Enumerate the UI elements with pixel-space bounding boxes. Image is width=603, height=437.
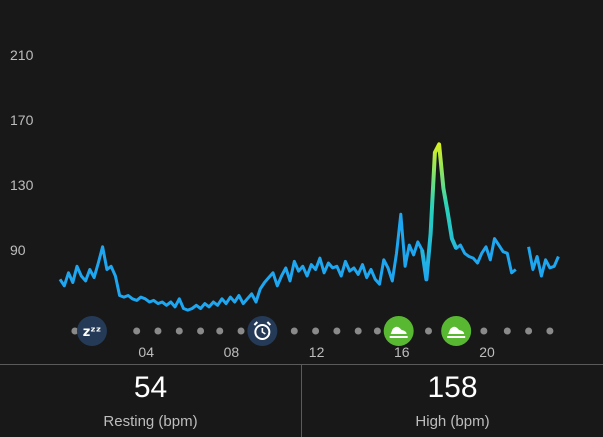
timeline-dot (333, 327, 341, 335)
shoe-icon[interactable] (383, 316, 414, 346)
activity-markers: zᶻᶻ (71, 316, 554, 346)
timeline-dot (216, 327, 224, 335)
svg-text:zᶻᶻ: zᶻᶻ (83, 325, 101, 340)
x-tick-label: 16 (394, 344, 410, 360)
heart-rate-chart: 210 170 130 90 zᶻᶻ 04 08 12 16 20 (10, 47, 560, 360)
y-tick-label: 210 (10, 47, 34, 63)
x-tick-label: 12 (309, 344, 325, 360)
y-tick-label: 130 (10, 177, 34, 193)
high-value: 158 (427, 371, 478, 404)
x-tick-label: 20 (479, 344, 495, 360)
timeline-dot (373, 327, 381, 335)
timeline-dot (71, 327, 79, 335)
high-stat[interactable]: 158 High (bpm) (301, 365, 603, 437)
y-tick-label: 90 (10, 242, 26, 258)
shoe-icon[interactable] (441, 316, 472, 346)
heart-rate-series-line (527, 246, 560, 278)
timeline-dot (312, 327, 320, 335)
timeline-dot (424, 327, 432, 335)
timeline-dot (154, 327, 162, 335)
timeline-dot (237, 327, 245, 335)
resting-label: Resting (bpm) (103, 413, 198, 430)
series-layer (58, 142, 560, 312)
x-tick-label: 08 (224, 344, 240, 360)
timeline-dot (546, 327, 554, 335)
timeline-dot (525, 327, 533, 335)
timeline-dot (354, 327, 362, 335)
y-axis-ticks: 210 170 130 90 (10, 47, 34, 258)
sleep-icon[interactable]: zᶻᶻ (76, 316, 107, 346)
timeline-dot (290, 327, 298, 335)
timeline-dot (133, 327, 141, 335)
high-label: High (bpm) (415, 413, 490, 430)
alarm-icon[interactable] (247, 316, 278, 346)
heart-rate-chart-svg: 210 170 130 90 zᶻᶻ 04 08 12 16 20 (10, 47, 560, 360)
timeline-dot (503, 327, 511, 335)
resting-value: 54 (133, 371, 168, 404)
resting-stat[interactable]: 54 Resting (bpm) (0, 365, 301, 437)
stats-panel: 54 Resting (bpm) 158 High (bpm) (0, 364, 603, 437)
peak-highlight-line (420, 142, 459, 282)
x-tick-label: 04 (138, 344, 154, 360)
heart-rate-series-line (58, 142, 517, 312)
timeline-dot (175, 327, 183, 335)
y-tick-label: 170 (10, 112, 34, 128)
timeline-dot (480, 327, 488, 335)
x-axis-ticks: 04 08 12 16 20 (138, 344, 495, 360)
timeline-dot (197, 327, 205, 335)
